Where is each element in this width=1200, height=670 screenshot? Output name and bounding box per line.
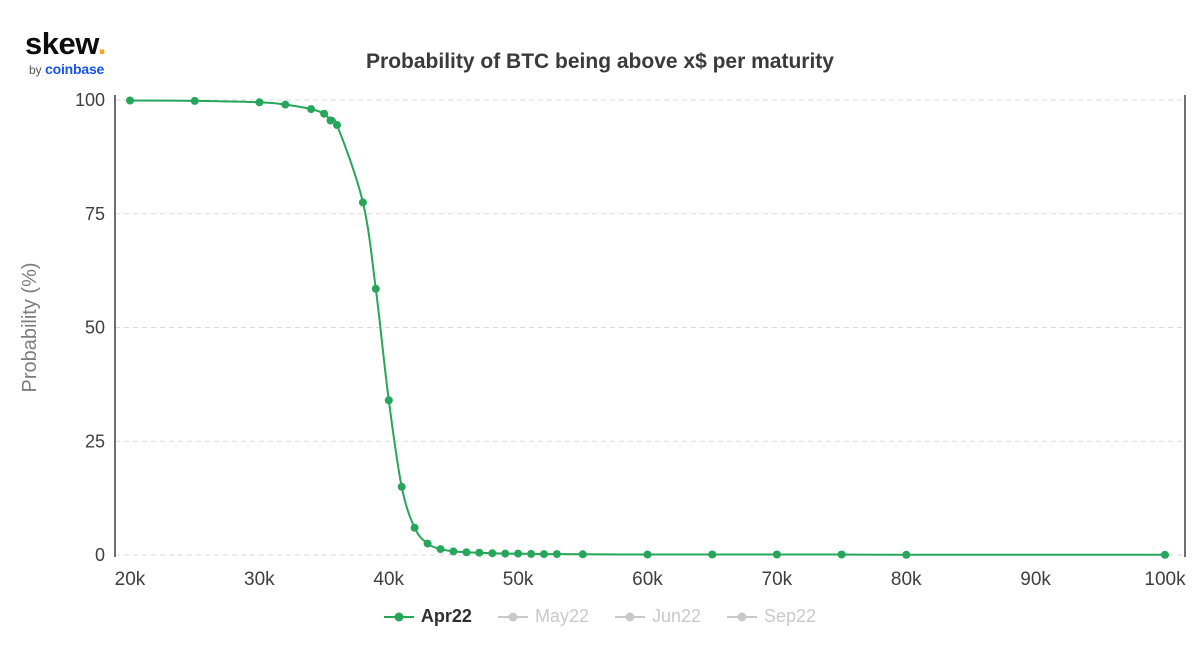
series-marker-icon (614, 612, 645, 621)
data-point[interactable] (333, 121, 341, 129)
data-point[interactable] (540, 550, 548, 559)
y-tick-label: 100 (75, 90, 105, 110)
data-point[interactable] (475, 548, 484, 557)
legend-label: Apr22 (420, 606, 472, 626)
data-point[interactable] (708, 550, 717, 559)
chart-title: Probability of BTC being above x$ per ma… (366, 50, 834, 73)
series-marker-icon (727, 612, 758, 621)
skew-logo[interactable]: skew. by coinbase (25, 28, 106, 76)
data-point[interactable] (126, 96, 134, 105)
logo-dot: . (97, 26, 107, 61)
legend-item-apr22[interactable]: Apr22 (383, 606, 472, 627)
data-point[interactable] (449, 547, 458, 556)
data-point[interactable] (320, 109, 329, 118)
legend-label: Sep22 (764, 606, 817, 626)
logo-byline: by coinbase (25, 62, 106, 76)
x-tick-label: 30k (244, 569, 275, 590)
x-tick-label: 40k (373, 569, 404, 590)
data-point[interactable] (410, 523, 419, 532)
data-point[interactable] (190, 96, 199, 105)
legend-item-sep22[interactable]: Sep22 (727, 606, 816, 627)
data-point[interactable] (643, 550, 652, 559)
data-point[interactable] (326, 116, 335, 125)
series-marker-icon (497, 612, 528, 621)
y-tick-label: 25 (85, 431, 105, 451)
data-point[interactable] (397, 482, 406, 491)
chart-legend: Apr22 May22 Jun22 Sep22 (0, 606, 1200, 627)
legend-item-jun22[interactable]: Jun22 (614, 606, 702, 627)
x-tick-label: 20k (115, 569, 146, 590)
data-point[interactable] (436, 545, 445, 554)
data-point[interactable] (552, 550, 561, 559)
y-tick-label: 50 (85, 318, 105, 338)
data-point[interactable] (578, 550, 587, 559)
series-marker-icon (383, 612, 414, 621)
y-tick-label: 75 (85, 204, 105, 224)
data-point[interactable] (384, 396, 393, 405)
coinbase-logo-text: coinbase (45, 61, 105, 77)
logo-brand: skew (25, 26, 98, 61)
data-point[interactable] (423, 539, 432, 548)
x-tick-label: 90k (1020, 569, 1051, 590)
data-point[interactable] (1161, 550, 1169, 559)
data-point[interactable] (371, 284, 380, 293)
x-tick-label: 50k (503, 569, 534, 590)
data-point[interactable] (358, 198, 367, 207)
x-tick-label: 80k (891, 569, 922, 590)
y-axis-title: Probability (%) (19, 262, 41, 392)
data-point[interactable] (488, 549, 497, 558)
x-tick-label: 100k (1144, 569, 1186, 590)
skew-logo-text: skew. (25, 28, 106, 59)
data-point[interactable] (307, 105, 316, 114)
x-tick-label: 70k (762, 569, 793, 590)
legend-label: Jun22 (651, 606, 702, 626)
data-point[interactable] (255, 98, 264, 107)
data-point[interactable] (837, 550, 846, 559)
data-point[interactable] (902, 550, 911, 559)
legend-label: May22 (534, 606, 589, 626)
legend-item-may22[interactable]: May22 (497, 606, 589, 627)
y-tick-label: 0 (95, 545, 105, 565)
data-point[interactable] (281, 100, 290, 109)
logo-by: by (29, 63, 42, 77)
data-point[interactable] (501, 549, 510, 558)
data-point[interactable] (462, 548, 471, 557)
x-tick-label: 60k (632, 569, 663, 590)
data-point[interactable] (772, 550, 781, 559)
data-point[interactable] (527, 549, 536, 558)
data-point[interactable] (514, 549, 523, 558)
